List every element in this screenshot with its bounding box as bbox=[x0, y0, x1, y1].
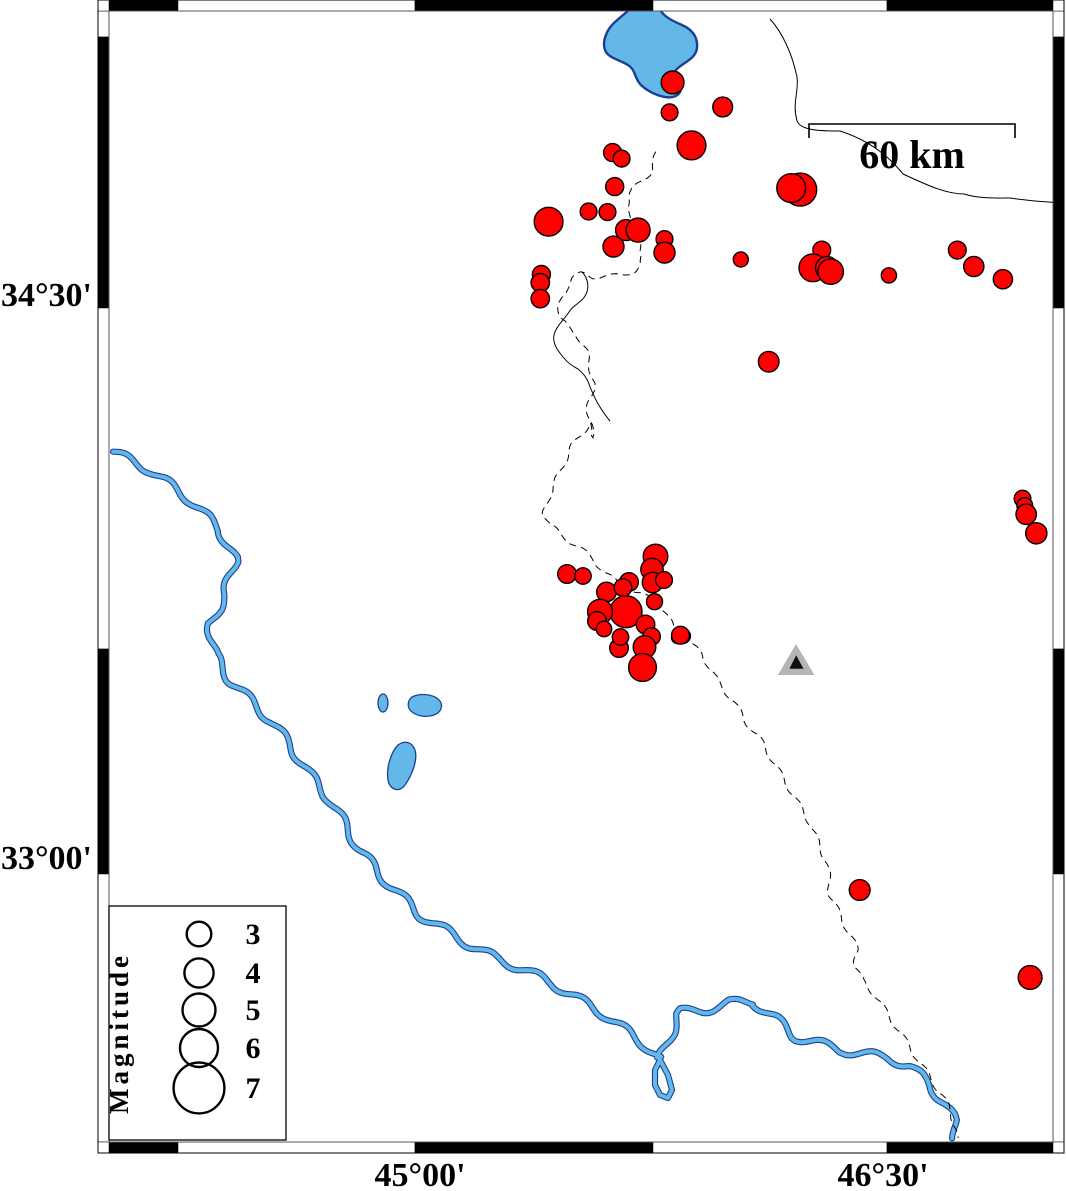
svg-text:46°30': 46°30' bbox=[837, 1157, 928, 1191]
svg-text:5: 5 bbox=[246, 994, 261, 1027]
svg-text:3: 3 bbox=[246, 918, 261, 951]
svg-text:7: 7 bbox=[246, 1072, 261, 1105]
svg-text:Magnitude: Magnitude bbox=[104, 952, 134, 1114]
svg-text:34°30': 34°30' bbox=[1, 277, 92, 314]
svg-text:45°00': 45°00' bbox=[374, 1157, 465, 1191]
svg-text:4: 4 bbox=[246, 957, 261, 990]
svg-text:6: 6 bbox=[246, 1032, 261, 1065]
svg-text:33°00': 33°00' bbox=[1, 840, 92, 877]
svg-text:60 km: 60 km bbox=[859, 132, 965, 177]
